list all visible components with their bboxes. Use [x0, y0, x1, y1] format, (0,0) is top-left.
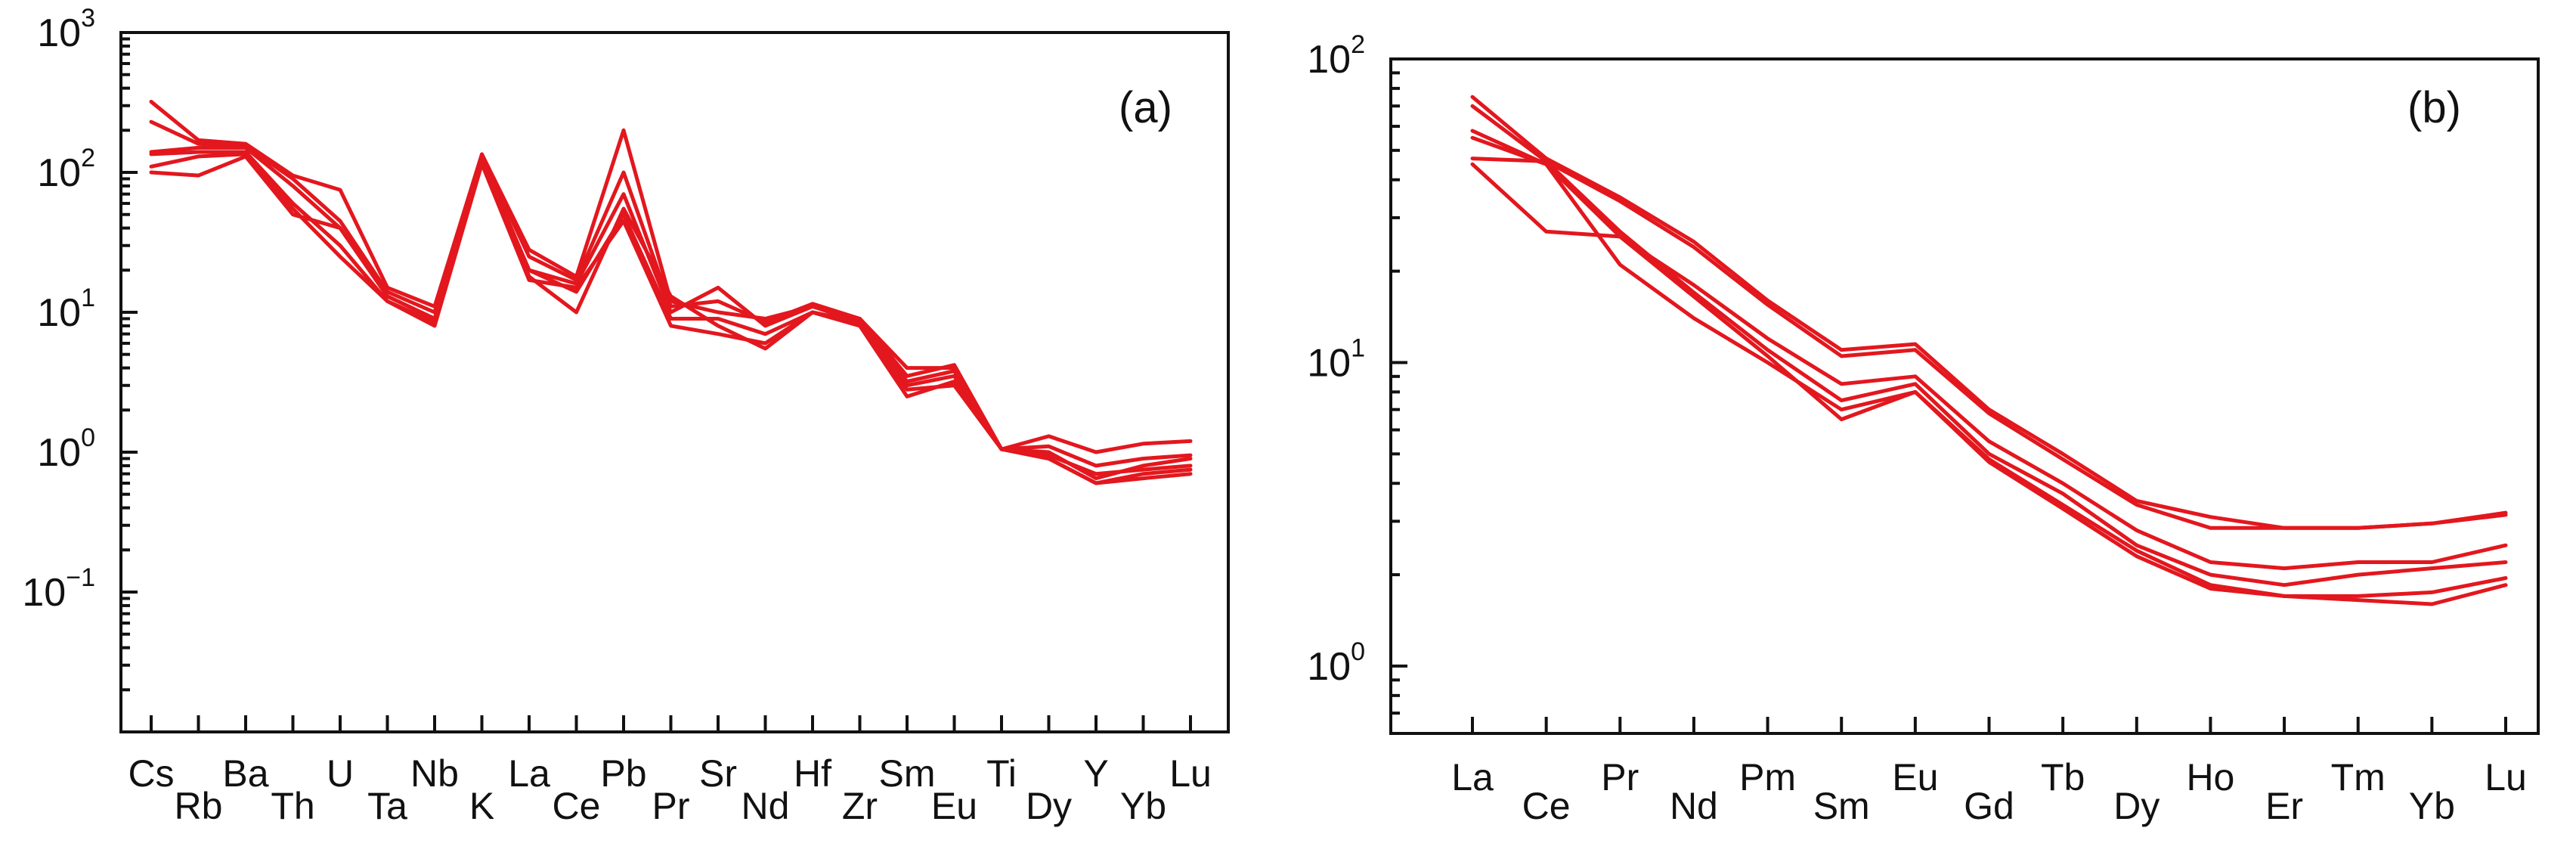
panel-b-y-tick-base: 10 [1307, 341, 1351, 385]
panel-b-y-tick-label: 102 [1307, 30, 1365, 82]
panel-b-x-tick-label-lu: Lu [2485, 756, 2527, 798]
panel-a-x-tick-label-sr: Sr [699, 752, 737, 795]
panel-a-x-tick-label-eu: Eu [931, 785, 977, 827]
panel-a-plot-frame [119, 31, 1230, 733]
panel-b-x-tick-label-sm: Sm [1813, 785, 1870, 827]
panel-a-x-tick-label-nd: Nd [742, 785, 790, 827]
panel-a-y-tick-base: 10 [37, 11, 81, 55]
panel-a-x-tick-label-lu: Lu [1169, 752, 1212, 795]
panel-a-x-tick-label-ta: Ta [367, 785, 407, 827]
panel-b-series-line-2 [1470, 104, 2508, 530]
panel-b-x-tick-label-tb: Tb [2041, 756, 2085, 798]
panel-b-plot-frame [1389, 57, 2540, 735]
panel-a-x-tick-label-zr: Zr [842, 785, 878, 827]
panel-a-series-line-2 [149, 119, 1193, 468]
panel-a-x-tick-label-u: U [327, 752, 354, 795]
panel-b-x-tick-label-ce: Ce [1522, 785, 1571, 827]
panel-b-y-tick-exponent: 1 [1351, 333, 1365, 362]
panel-b-y-tick-exponent: 0 [1351, 637, 1365, 666]
panel-b-x-tick-label-gd: Gd [1964, 785, 2014, 827]
panel-a-y-tick-exponent: 1 [81, 284, 95, 312]
panel-a-x-tick-label-y: Y [1083, 752, 1108, 795]
panel-b-y-tick-base: 10 [1307, 645, 1351, 689]
panel-a-x-tick-label-la: La [508, 752, 550, 795]
panel-a-x-tick-label-k: K [469, 785, 494, 827]
panel-a-y-tick-exponent: −1 [66, 563, 95, 592]
panel-a-x-tick-label-ti: Ti [986, 752, 1017, 795]
panel-a-x-tick-label-ce: Ce [553, 785, 601, 827]
panel-a-y-tick-label: 10−1 [22, 563, 95, 615]
panel-a-series-line-6 [149, 154, 1193, 476]
panel-a-series-line-3 [149, 145, 1193, 481]
panel-b-series-line-4 [1470, 157, 2508, 588]
panel-b-x-tick-label-la: La [1451, 756, 1494, 798]
panel-b-x-tick-label-yb: Yb [2409, 785, 2455, 827]
panel-a-y-tick-base: 10 [37, 151, 81, 195]
panel-b-y-tick-base: 10 [1307, 38, 1351, 82]
panel-b-x-tick-label-pr: Pr [1601, 756, 1639, 798]
panel-a-series-line-1 [149, 100, 1193, 454]
panel-a-x-tick-label-pb: Pb [600, 752, 646, 795]
panel-a-y-tick-exponent: 3 [81, 4, 95, 33]
panel-a-x-tick-label-yb: Yb [1120, 785, 1166, 827]
panel-a-y-tick-base: 10 [22, 571, 66, 615]
panel-a-y-tick-label: 103 [37, 4, 95, 55]
panel-b-y-tick-exponent: 2 [1351, 30, 1365, 59]
panel-a-x-tick-label-dy: Dy [1026, 785, 1072, 827]
panel-a-y-tick-label: 100 [37, 423, 95, 475]
panel-b-series-line-6 [1470, 129, 2508, 606]
panel-a-x-tick-label-nb: Nb [410, 752, 459, 795]
panel-a-y-tick-exponent: 0 [81, 423, 95, 452]
panel-a-x-tick-label-rb: Rb [175, 785, 223, 827]
panel-a-x-tick-label-pr: Pr [652, 785, 690, 827]
panel-a-label: (a) [1119, 83, 1172, 132]
panel-a-x-tick-label-ba: Ba [222, 752, 268, 795]
panel-b-label: (b) [2407, 83, 2461, 132]
panel-b-chart: 102101100LaCePrNdPmSmEuGdTbDyHoErTmYbLu(… [1307, 30, 2540, 827]
panel-a-y-tick-base: 10 [37, 431, 81, 475]
panel-a-x-tick-label-sm: Sm [879, 752, 936, 795]
panel-b-x-tick-label-dy: Dy [2113, 785, 2160, 827]
panel-a-y-tick-exponent: 2 [81, 144, 95, 172]
panel-a-x-tick-label-cs: Cs [128, 752, 174, 795]
panel-b-x-tick-label-pm: Pm [1739, 756, 1796, 798]
panel-b-x-tick-label-eu: Eu [1892, 756, 1938, 798]
panel-a-chart: 10310210110010−1CsRbBaThUTaNbKLaCePbPrSr… [22, 4, 1230, 827]
panel-b-x-tick-label-ho: Ho [2186, 756, 2234, 798]
panel-b-y-tick-label: 101 [1307, 333, 1365, 385]
panel-b-series-line-5 [1470, 162, 2508, 598]
panel-a-y-tick-base: 10 [37, 291, 81, 335]
panel-b-x-tick-label-er: Er [2265, 785, 2303, 827]
panel-b-y-tick-label: 100 [1307, 637, 1365, 689]
panel-b-x-tick-label-nd: Nd [1670, 785, 1718, 827]
panel-b-x-tick-label-tm: Tm [2331, 756, 2386, 798]
panel-a-y-tick-label: 102 [37, 144, 95, 195]
panel-a-x-tick-label-th: Th [271, 785, 314, 827]
panel-a-x-tick-label-hf: Hf [794, 752, 831, 795]
panel-a-y-tick-label: 101 [37, 284, 95, 335]
